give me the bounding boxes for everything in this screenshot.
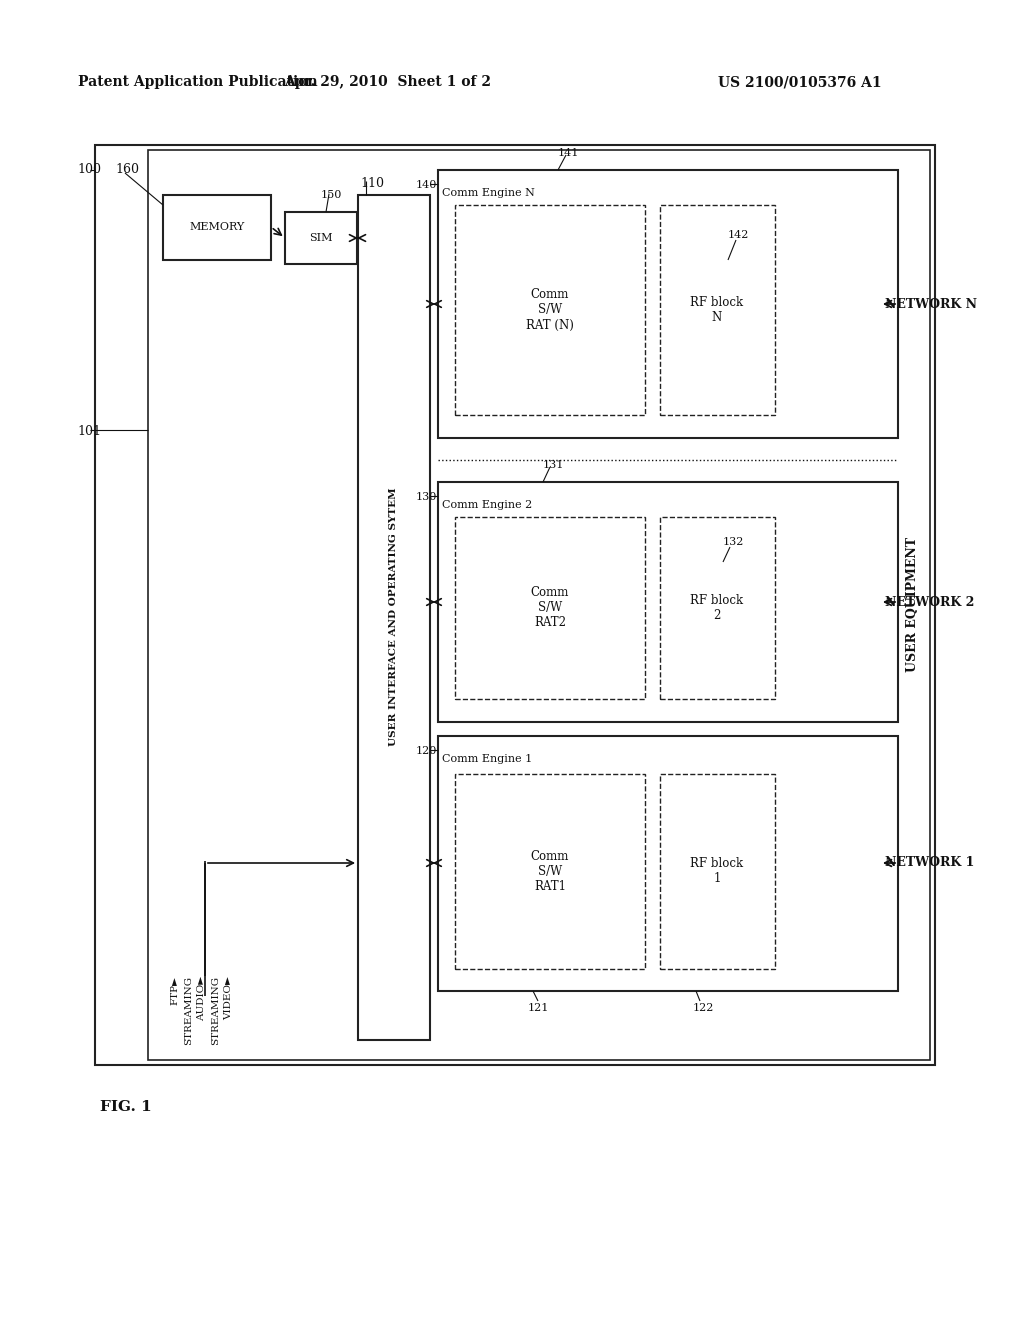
Text: Comm Engine N: Comm Engine N [442, 187, 535, 198]
Bar [660, 517, 775, 700]
Text: AUDIO►: AUDIO► [198, 975, 207, 1022]
Bar [455, 517, 645, 700]
Text: USER INTERFACE AND OPERATING SYTEM: USER INTERFACE AND OPERATING SYTEM [389, 487, 398, 746]
Text: NETWORK 2: NETWORK 2 [885, 595, 975, 609]
Text: STREAMING: STREAMING [184, 975, 194, 1045]
Text: SIM: SIM [309, 234, 333, 243]
Text: Apr. 29, 2010  Sheet 1 of 2: Apr. 29, 2010 Sheet 1 of 2 [285, 75, 492, 88]
Text: RF block
N: RF block N [690, 296, 743, 323]
Text: NETWORK N: NETWORK N [885, 297, 977, 310]
Text: VIDEO►: VIDEO► [224, 975, 233, 1020]
Text: 132: 132 [723, 537, 744, 546]
Text: FTP►: FTP► [171, 975, 179, 1005]
Text: USER EQUIPMENT: USER EQUIPMENT [905, 537, 919, 672]
Text: 141: 141 [558, 148, 580, 158]
Text: Comm Engine 2: Comm Engine 2 [442, 500, 532, 510]
Text: 130: 130 [416, 492, 437, 502]
Text: Comm
S/W
RAT1: Comm S/W RAT1 [530, 850, 569, 892]
Bar [660, 205, 775, 414]
Text: STREAMING: STREAMING [212, 975, 220, 1045]
Text: 122: 122 [693, 1003, 715, 1012]
Text: 121: 121 [528, 1003, 549, 1012]
Bar [660, 774, 775, 969]
Text: RF block
1: RF block 1 [690, 857, 743, 884]
Text: 101: 101 [77, 425, 101, 438]
Text: Patent Application Publication: Patent Application Publication [78, 75, 317, 88]
Text: FIG. 1: FIG. 1 [100, 1100, 152, 1114]
Text: MEMORY: MEMORY [189, 222, 245, 232]
Bar [163, 195, 271, 260]
Text: Comm
S/W
RAT (N): Comm S/W RAT (N) [526, 289, 573, 331]
Text: 160: 160 [115, 162, 139, 176]
Bar [95, 145, 935, 1065]
Text: Comm Engine 1: Comm Engine 1 [442, 754, 532, 764]
Bar [438, 170, 898, 438]
Bar [358, 195, 430, 1040]
Text: Comm
S/W
RAT2: Comm S/W RAT2 [530, 586, 569, 630]
Bar [285, 213, 357, 264]
Text: 131: 131 [543, 459, 564, 470]
Text: 120: 120 [416, 746, 437, 756]
Bar [455, 774, 645, 969]
Text: 100: 100 [77, 162, 101, 176]
Text: 140: 140 [416, 180, 437, 190]
Bar [148, 150, 930, 1060]
Bar [438, 737, 898, 991]
Text: 142: 142 [728, 230, 750, 240]
Bar [438, 482, 898, 722]
Text: NETWORK 1: NETWORK 1 [885, 857, 975, 870]
Text: RF block
2: RF block 2 [690, 594, 743, 622]
Text: 150: 150 [321, 190, 342, 201]
Text: 110: 110 [360, 177, 384, 190]
Text: US 2100/0105376 A1: US 2100/0105376 A1 [718, 75, 882, 88]
Bar [455, 205, 645, 414]
